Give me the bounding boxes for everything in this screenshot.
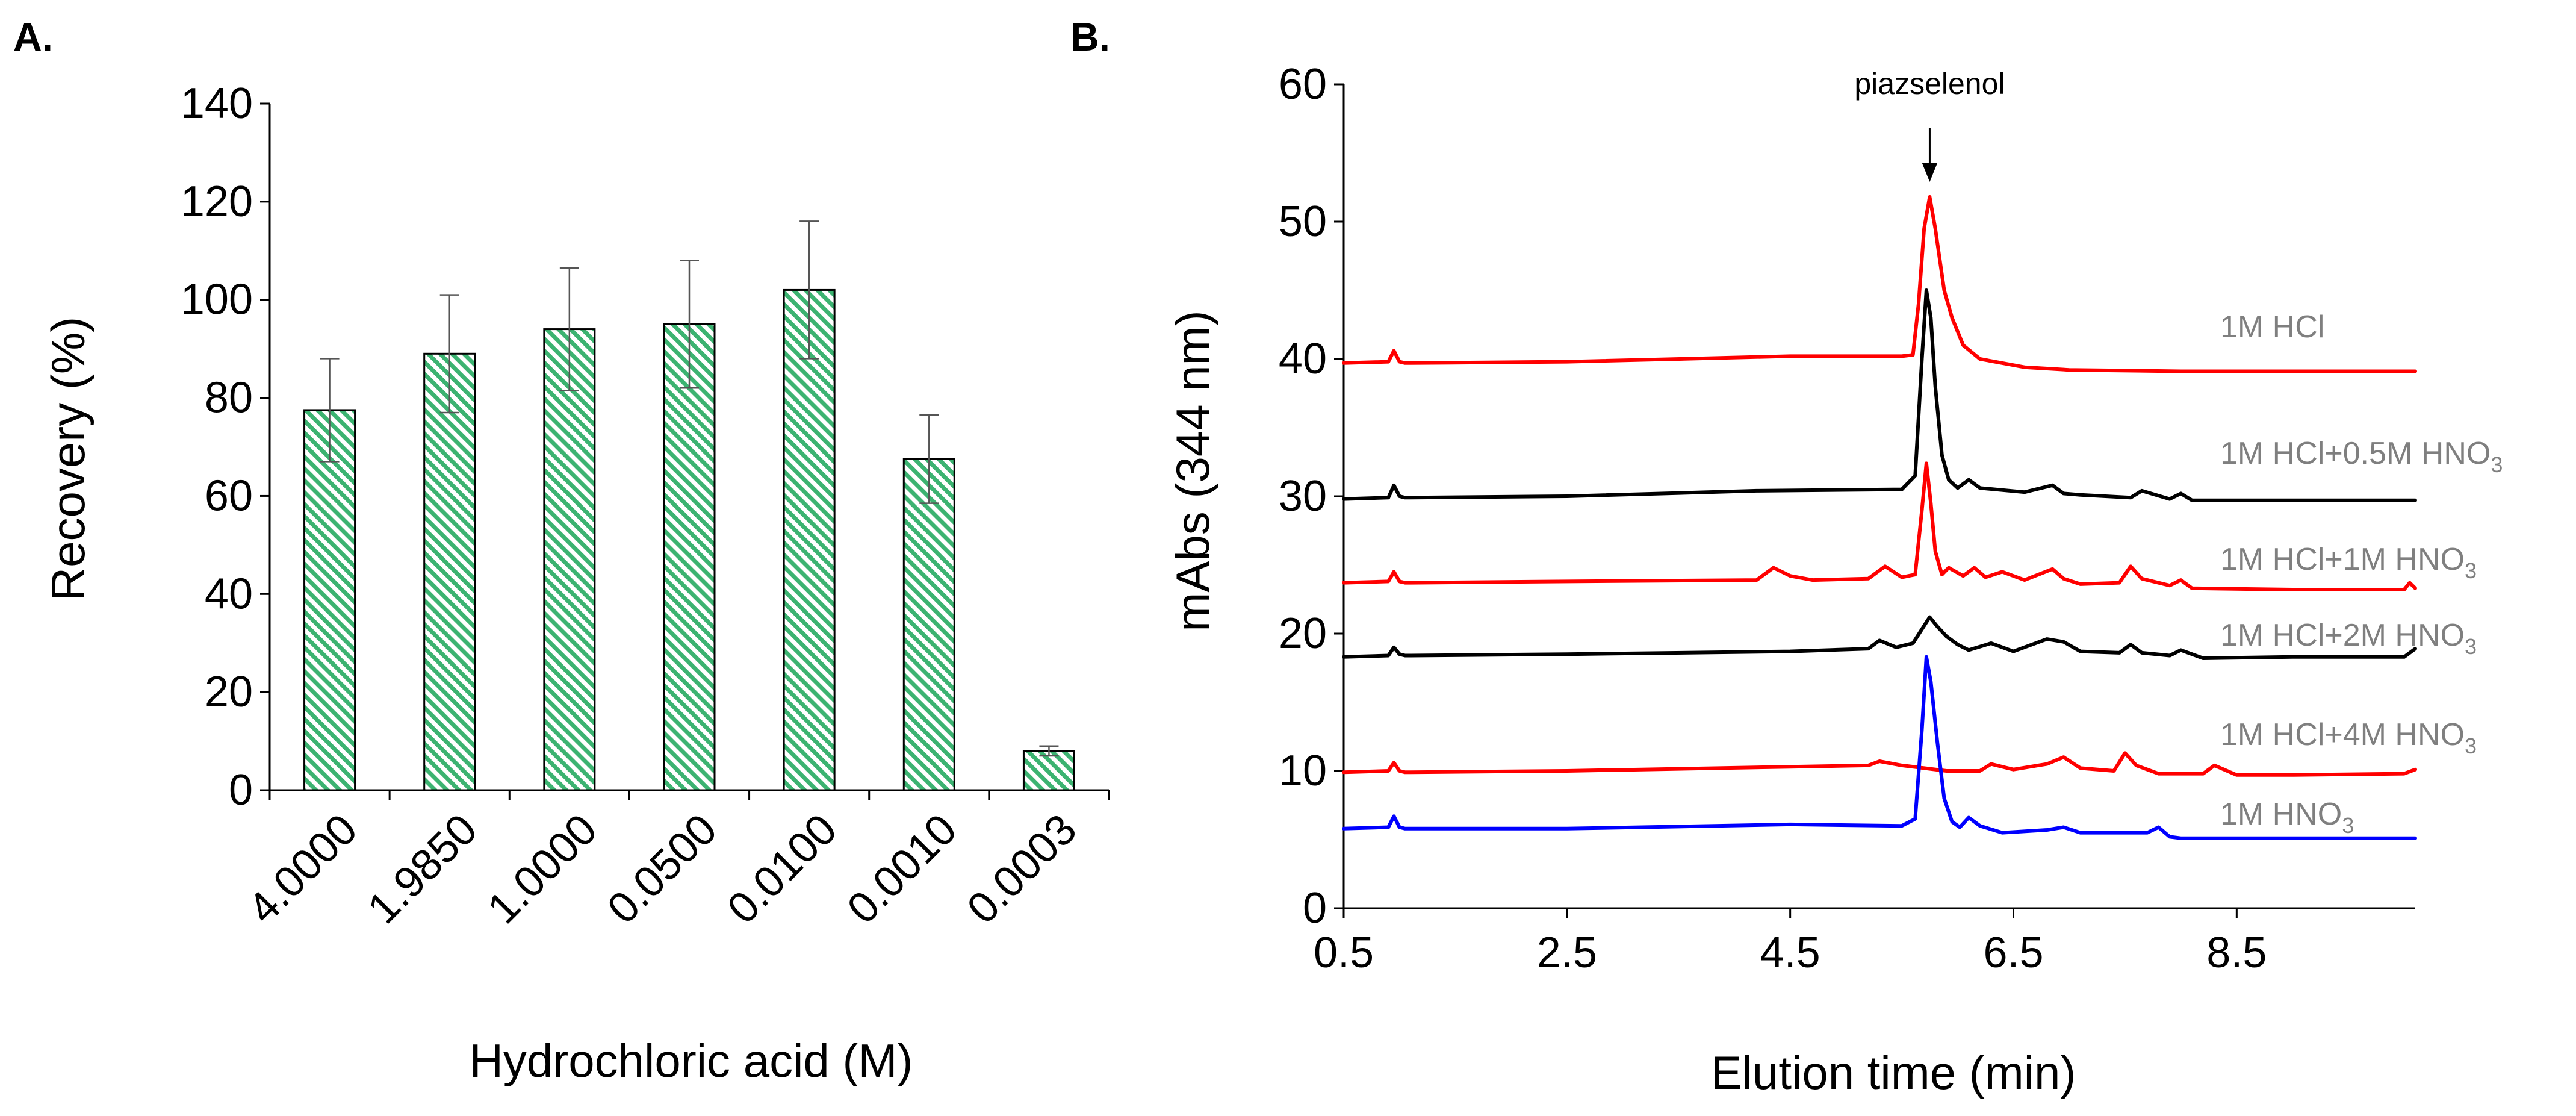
panel-b-x-tick-label: 6.5 <box>1983 929 2043 977</box>
panel-a-bar <box>303 409 356 791</box>
panel-a-x-tick-label: 0.0100 <box>718 805 846 933</box>
panel-a: A. 0204060801001201404.00001.98501.00000… <box>13 14 1110 1087</box>
series-label-main: 1M HNO <box>2220 797 2342 832</box>
series-label-subscript: 3 <box>2342 813 2354 838</box>
panel-b-series-label: 1M HNO3 <box>2220 797 2354 838</box>
panel-b-x-tick-label: 0.5 <box>1314 929 1374 977</box>
panel-a-x-tick-label: 0.0010 <box>838 805 966 933</box>
panel-a-x-tick-label: 0.0500 <box>598 805 726 933</box>
piazselenol-annotation: piazselenol <box>1854 67 2005 101</box>
panel-a-bar <box>1022 750 1075 791</box>
panel-a-x-tick-label: 1.0000 <box>479 805 606 933</box>
panel-b-series-label: 1M HCl+4M HNO3 <box>2220 717 2477 758</box>
panel-b-series-line <box>1342 288 2417 502</box>
panel-a-y-axis-title: Recovery (%) <box>42 317 95 601</box>
panel-a-x-tick-label: 4.0000 <box>239 805 367 933</box>
panel-a-y-tick-label: 120 <box>181 178 253 226</box>
panel-a-bar <box>423 352 476 791</box>
series-label-subscript: 3 <box>2465 734 2477 758</box>
series-label-main: 1M HCl+4M HNO <box>2220 717 2465 752</box>
panel-b-x-tick-label: 8.5 <box>2206 929 2267 977</box>
panel-b-y-tick-label: 60 <box>1279 60 1327 108</box>
panel-a-y-tick-label: 60 <box>205 472 253 520</box>
panel-b-x-axis-title: Elution time (min) <box>1711 1046 2076 1099</box>
panel-b-y-tick-label: 10 <box>1279 747 1327 795</box>
panel-a-y-tick-label: 100 <box>181 276 253 324</box>
series-label-main: 1M HCl+2M HNO <box>2220 618 2465 653</box>
panel-a-bar <box>783 288 836 791</box>
panel-b-y-axis-title: mAbs (344 nm) <box>1166 310 1219 631</box>
series-label-subscript: 3 <box>2465 634 2477 659</box>
panel-b-y-tick-label: 0 <box>1303 884 1327 932</box>
panel-b-y-tick-label: 50 <box>1279 198 1327 246</box>
panel-b-plot: 0 10 20 30 40 50 60 0.5 2.5 4.5 6.5 8.5 1M HCl 1M HCl… <box>1279 60 2503 977</box>
panel-a-bar <box>663 323 716 791</box>
panel-a-y-tick-label: 80 <box>205 374 253 422</box>
panel-b-series-label: 1M HCl+2M HNO3 <box>2220 618 2477 659</box>
panel-b-series-line <box>1342 751 2417 777</box>
panel-b-series-line <box>1342 655 2417 840</box>
series-label-subscript: 3 <box>2491 452 2503 477</box>
series-label-main: 1M HCl+1M HNO <box>2220 542 2465 577</box>
panel-a-x-tick-label: 0.0003 <box>958 805 1085 933</box>
panel-b-y-tick-label: 30 <box>1279 472 1327 520</box>
panel-a-y-tick-label: 40 <box>205 570 253 618</box>
panel-a-y-tick-label: 140 <box>181 79 253 128</box>
panel-b-series-label: 1M HCl+0.5M HNO3 <box>2220 436 2503 477</box>
panel-a-bar <box>543 328 596 791</box>
series-label-subscript: 3 <box>2465 558 2477 583</box>
panel-a-bar <box>902 458 955 791</box>
annotation-arrow-head <box>1922 163 1938 182</box>
panel-a-x-tick-label: 1.9850 <box>359 805 486 933</box>
panel-b-y-tick-label: 20 <box>1279 609 1327 658</box>
panel-a-y-tick-label: 20 <box>205 668 253 716</box>
panel-a-y-tick-label: 0 <box>229 766 253 814</box>
series-label-main: 1M HCl+0.5M HNO <box>2220 436 2491 471</box>
series-label-main: 1M HCl <box>2220 310 2324 344</box>
panel-b: B. 0 10 20 30 40 50 60 0.5 2.5 4.5 6.5 8.5 1M HCl 1M … <box>1070 14 2503 1099</box>
panel-b-series-line <box>1342 615 2417 660</box>
panel-b-series-label: 1M HCl <box>2220 310 2324 344</box>
panel-b-series-line <box>1342 461 2417 591</box>
panel-a-plot: 0 20 40 60 80 100 120 140 4.00001.98501.00000.05… <box>181 79 1110 933</box>
panel-b-x-tick-label: 2.5 <box>1537 929 1597 977</box>
panel-b-series-line <box>1342 195 2417 373</box>
panel-a-x-axis-title: Hydrochloric acid (M) <box>470 1034 913 1087</box>
panel-b-y-tick-label: 40 <box>1279 335 1327 383</box>
panel-b-x-tick-label: 4.5 <box>1760 929 1820 977</box>
panel-b-label: B. <box>1070 14 1110 59</box>
panel-a-label: A. <box>13 14 53 59</box>
panel-b-series-label: 1M HCl+1M HNO3 <box>2220 542 2477 583</box>
